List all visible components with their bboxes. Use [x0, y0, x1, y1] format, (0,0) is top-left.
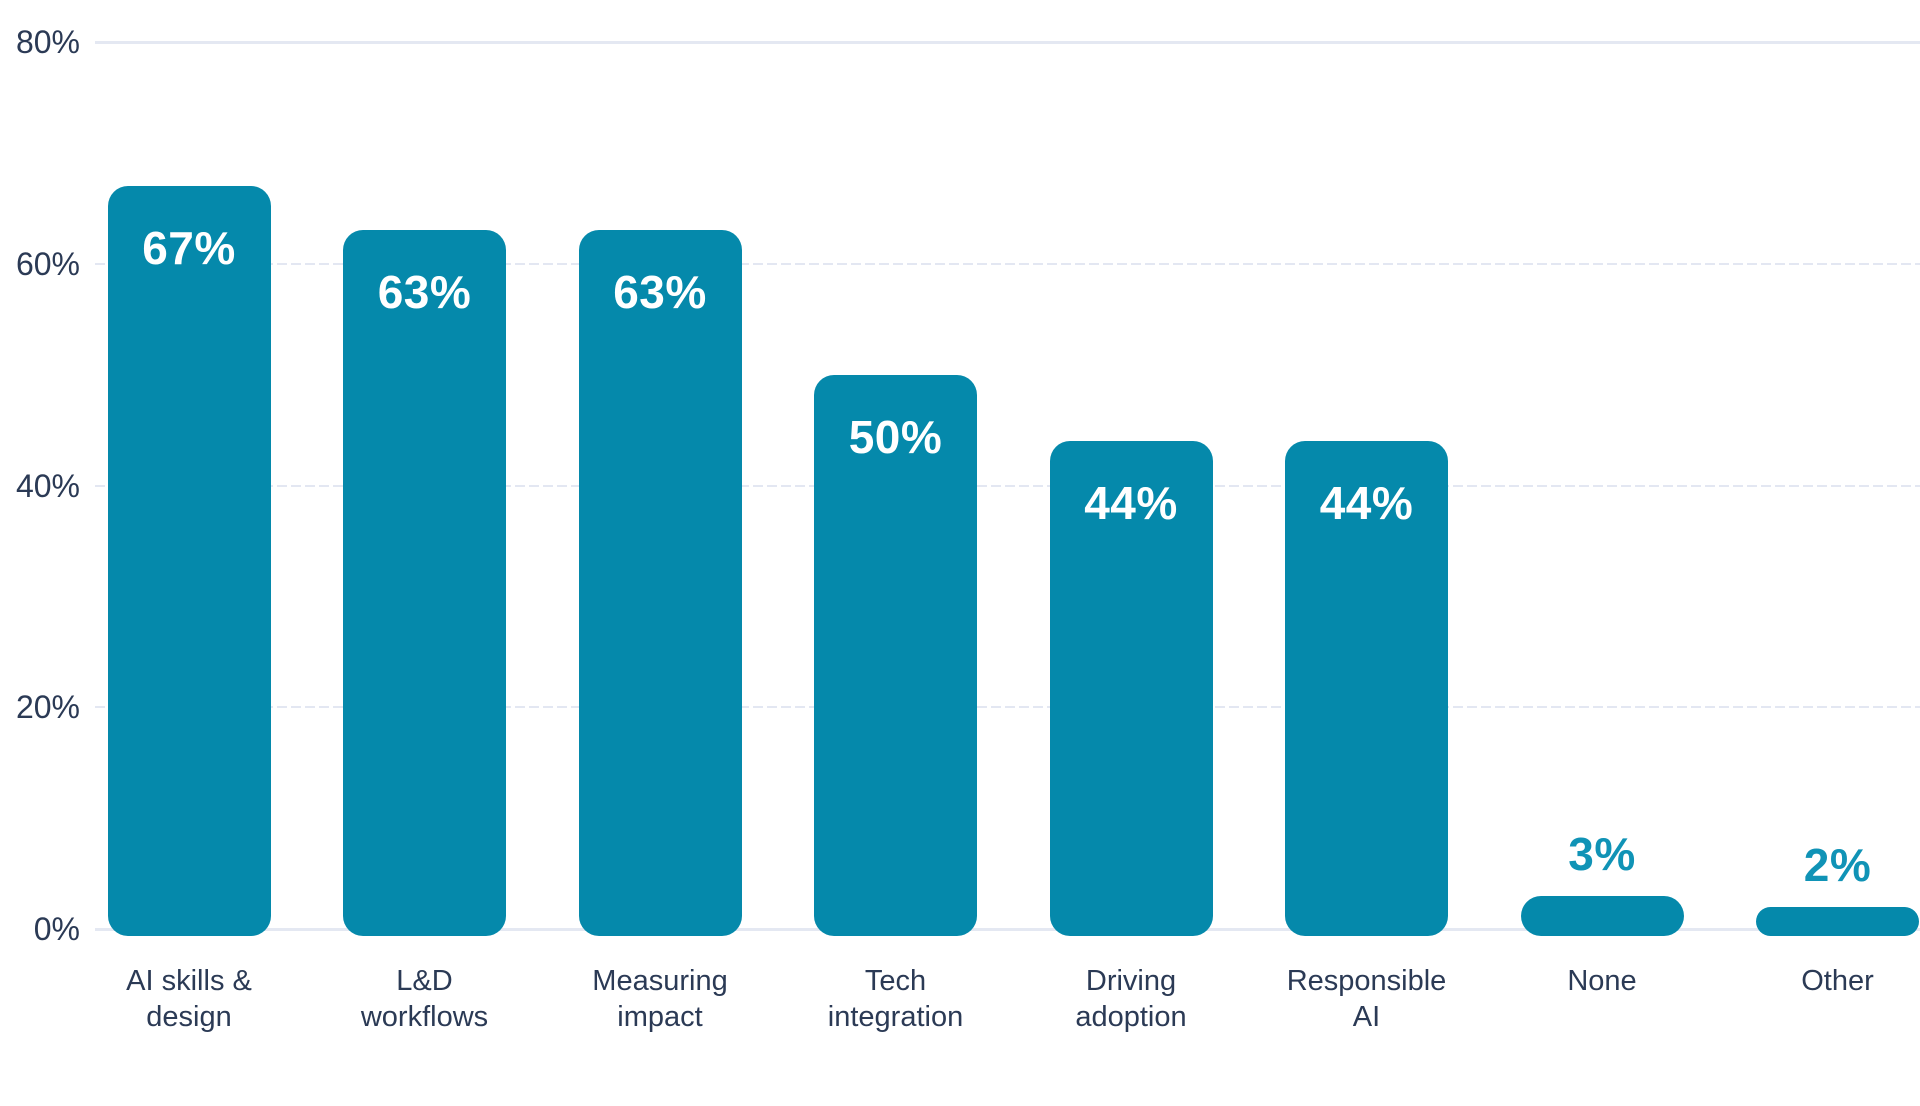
bar-7[interactable]: [1520, 895, 1684, 936]
category-label: Other: [1801, 965, 1874, 997]
category-label: Responsible AI: [1286, 965, 1447, 1033]
category-label: Measuring impact: [592, 965, 728, 1033]
bar-2[interactable]: [343, 230, 506, 936]
bar-5[interactable]: [1049, 441, 1213, 936]
bar-value-label: 44%: [1084, 477, 1178, 530]
bar-value-label: 44%: [1319, 477, 1414, 530]
bar-4[interactable]: [814, 374, 977, 936]
y-axis-tick-label: 20%: [15, 689, 80, 726]
bar-value-label: 50%: [848, 410, 943, 463]
bar-value-label: 63%: [377, 266, 472, 319]
y-axis-tick-label: 0%: [33, 911, 80, 947]
bar-6[interactable]: [1285, 441, 1448, 936]
y-axis-tick-label: 60%: [15, 245, 80, 282]
gridline: [95, 41, 1920, 44]
y-axis-tick-label: 80%: [15, 24, 80, 60]
bar-1[interactable]: [107, 186, 271, 936]
category-label: None: [1567, 965, 1637, 997]
bar-value-label: 63%: [613, 266, 707, 319]
bar-value-label: 2%: [1803, 838, 1872, 891]
bar-value-label: 3%: [1568, 827, 1636, 880]
y-axis-tick-label: 40%: [15, 467, 80, 504]
category-label: Tech integration: [827, 965, 964, 1033]
category-label: L&D workflows: [360, 965, 489, 1033]
bar-8[interactable]: [1756, 906, 1919, 936]
category-label: Driving adoption: [1075, 965, 1187, 1033]
bar-value-label: 67%: [142, 222, 236, 275]
category-label: AI skills & design: [126, 965, 252, 1033]
bar-3[interactable]: [578, 230, 742, 936]
